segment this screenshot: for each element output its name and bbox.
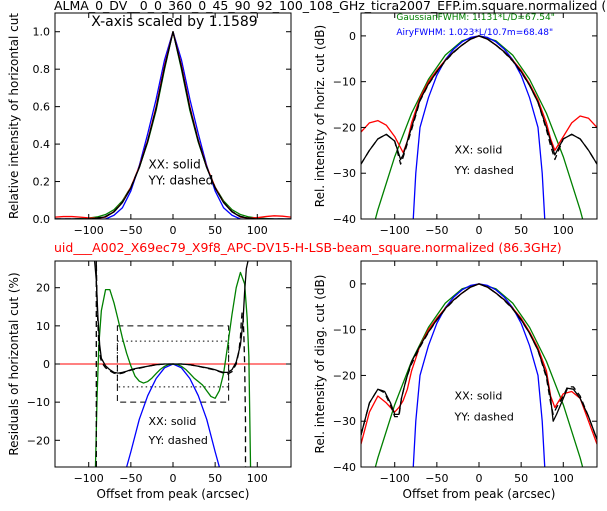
y-tick-label: 10	[36, 320, 50, 333]
y-axis-label: Rel. intensity of diag. cut (dB)	[313, 275, 327, 454]
y-axis-label: Residuals of horizontal cut (%)	[7, 272, 21, 455]
y-tick-label: 0.0	[33, 213, 51, 226]
series-line-3	[361, 35, 597, 154]
tolerance-box	[116, 340, 230, 388]
series-line-5	[361, 283, 597, 440]
y-axis-label: Relative intensity of horizontal cut	[7, 13, 21, 219]
x-tick-label: 0	[170, 224, 177, 237]
x-tick-label: 50	[514, 472, 528, 485]
series-line-4	[95, 261, 247, 467]
series-line-4	[55, 31, 291, 219]
annotation-text: YY: dashed	[454, 164, 514, 177]
figure-title-mid: uid___A002_X69ec79_X9f8_APC-DV15-H-LSB-b…	[54, 240, 562, 255]
y-tick-label: 0.6	[33, 101, 51, 114]
y-tick-label: −10	[333, 76, 356, 89]
tolerance-box	[116, 325, 230, 403]
x-tick-label: −100	[380, 472, 410, 485]
x-tick-label: −100	[380, 224, 410, 237]
panel-top-left: −100 −50 0 50 100 0.0 0.2 0.4 0.6 0.8 1.0 Relative …	[7, 12, 292, 237]
x-tick-label: 100	[247, 472, 268, 485]
x-axis-label: Offset from peak (arcsec)	[97, 487, 250, 501]
y-tick-label: −40	[333, 213, 356, 226]
y-tick-label: 0	[43, 358, 50, 371]
plot-area	[361, 35, 597, 219]
x-tick-label: −100	[74, 472, 104, 485]
annotation-text: GaussianFWHM: 1.131*L/D=67.54"	[396, 13, 554, 23]
x-tick-label: 0	[476, 224, 483, 237]
x-tick-label: 0	[170, 472, 177, 485]
plot-area	[361, 283, 597, 467]
series-line-5	[55, 31, 291, 219]
annotation-text: AiryFWHM: 1.023*L/10.7m=68.48"	[396, 28, 553, 38]
y-tick-label: −30	[333, 167, 356, 180]
x-tick-label: −50	[119, 224, 142, 237]
annotation-text: XX: solid	[149, 415, 197, 428]
annotation-text: XX: solid	[149, 157, 201, 171]
annotation-text: XX: solid	[455, 144, 503, 157]
y-tick-label: −10	[333, 324, 356, 337]
x-tick-label: 100	[247, 224, 268, 237]
x-tick-label: 50	[208, 224, 222, 237]
x-tick-label: 50	[208, 472, 222, 485]
x-tick-label: 100	[553, 472, 574, 485]
axes-frame	[360, 260, 598, 468]
x-tick-label: −50	[425, 224, 448, 237]
y-tick-label: −30	[333, 415, 356, 428]
y-tick-label: −20	[27, 434, 50, 447]
y-tick-label: −10	[27, 396, 50, 409]
series-line-5	[361, 35, 597, 165]
annotation-text: YY: dashed	[148, 173, 214, 187]
y-tick-label: 0.8	[33, 63, 51, 76]
x-tick-label: −50	[425, 472, 448, 485]
x-axis-label: Offset from peak (arcsec)	[403, 487, 556, 501]
series-line-2	[55, 31, 291, 219]
y-tick-label: 20	[36, 282, 50, 295]
axes-frame	[54, 12, 292, 220]
y-tick-label: 0	[349, 30, 356, 43]
y-tick-label: 0.4	[33, 138, 51, 151]
y-tick-label: 0	[349, 278, 356, 291]
annotation-text: YY: dashed	[148, 434, 208, 447]
y-axis-label: Rel. intensity of horiz. cut (dB)	[313, 25, 327, 207]
series-line-3	[55, 31, 291, 219]
x-tick-label: 0	[476, 472, 483, 485]
y-tick-label: −20	[333, 121, 356, 134]
annotation-text: X-axis scaled by 1.1589	[91, 14, 257, 30]
annotation-text: XX: solid	[455, 390, 503, 403]
y-tick-label: 0.2	[33, 176, 51, 189]
y-tick-label: −40	[333, 461, 356, 474]
x-tick-label: −50	[119, 472, 142, 485]
x-tick-label: −100	[74, 224, 104, 237]
x-tick-label: 50	[514, 224, 528, 237]
plot-area	[55, 261, 291, 467]
annotation-text: YY: dashed	[454, 410, 514, 423]
axes-frame	[360, 12, 598, 220]
x-tick-label: 100	[553, 224, 574, 237]
y-tick-label: −20	[333, 369, 356, 382]
y-tick-label: 1.0	[33, 26, 51, 39]
plot-area	[55, 31, 291, 219]
series-line-1	[55, 31, 291, 219]
figure-title-top: ALMA_0_DV__0_0_360_0_45_90_92_100_108_GH…	[54, 0, 606, 13]
